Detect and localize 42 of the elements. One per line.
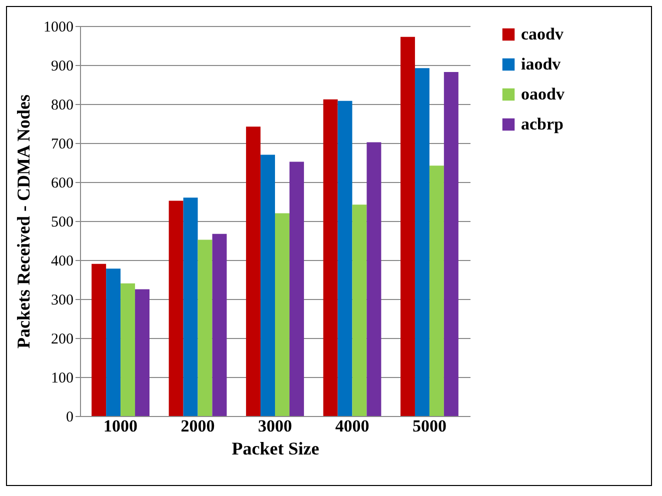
x-tick-label: 2000: [180, 416, 215, 436]
y-tick-label: 200: [51, 332, 74, 348]
y-tick-label: 300: [51, 292, 74, 308]
bar: [246, 126, 261, 416]
x-tick-label: 5000: [412, 416, 446, 436]
bar: [323, 99, 338, 416]
legend-label: acbrp: [521, 114, 564, 134]
bar: [429, 166, 444, 416]
y-tick-label: 600: [51, 176, 74, 192]
legend-label: iaodv: [521, 54, 562, 74]
bar: [120, 283, 136, 416]
x-tick-label: 4000: [335, 416, 370, 436]
y-tick-label: 0: [66, 410, 74, 426]
y-tick-label: 1000: [44, 20, 74, 36]
bar: [183, 198, 198, 416]
bar: [444, 72, 458, 416]
bar: [366, 142, 382, 416]
bar: [106, 268, 121, 416]
legend-label: oaodv: [521, 84, 565, 104]
bar: [260, 154, 275, 416]
y-tick-label: 700: [51, 136, 74, 152]
bar: [338, 100, 352, 416]
bar: [168, 200, 184, 416]
y-tick-label: 800: [51, 98, 74, 114]
bar: [92, 264, 106, 416]
y-axis-title: Packets Received - CDMA Nodes: [14, 94, 34, 348]
bar: [275, 213, 290, 416]
y-tick-label: 100: [51, 370, 74, 386]
bar: [400, 36, 415, 416]
bar: [198, 240, 212, 416]
bar: [135, 289, 150, 416]
y-tick-label: 500: [51, 214, 74, 230]
y-tick-label: 400: [51, 254, 74, 270]
bar: [414, 68, 430, 416]
x-tick-label: 1000: [104, 416, 138, 436]
x-axis-title: Packet Size: [232, 438, 320, 458]
bar: [212, 234, 227, 416]
bar: [289, 162, 304, 416]
y-tick-label: 900: [51, 58, 74, 74]
x-tick-label: 3000: [258, 416, 292, 436]
legend-label: caodv: [521, 24, 564, 44]
bar: [352, 204, 367, 416]
